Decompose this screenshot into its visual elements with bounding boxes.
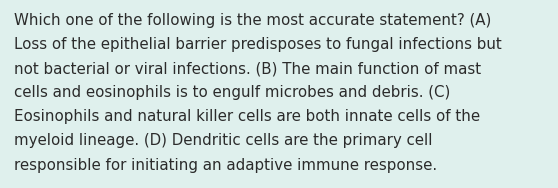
Text: Eosinophils and natural killer cells are both innate cells of the: Eosinophils and natural killer cells are… [14, 109, 480, 124]
Text: Which one of the following is the most accurate statement? (A): Which one of the following is the most a… [14, 13, 492, 28]
Text: myeloid lineage. (D) Dendritic cells are the primary cell: myeloid lineage. (D) Dendritic cells are… [14, 133, 432, 149]
Text: Loss of the epithelial barrier predisposes to fungal infections but: Loss of the epithelial barrier predispos… [14, 37, 502, 52]
Text: cells and eosinophils is to engulf microbes and debris. (C): cells and eosinophils is to engulf micro… [14, 85, 450, 100]
Text: not bacterial or viral infections. (B) The main function of mast: not bacterial or viral infections. (B) T… [14, 61, 481, 76]
Text: responsible for initiating an adaptive immune response.: responsible for initiating an adaptive i… [14, 158, 437, 173]
